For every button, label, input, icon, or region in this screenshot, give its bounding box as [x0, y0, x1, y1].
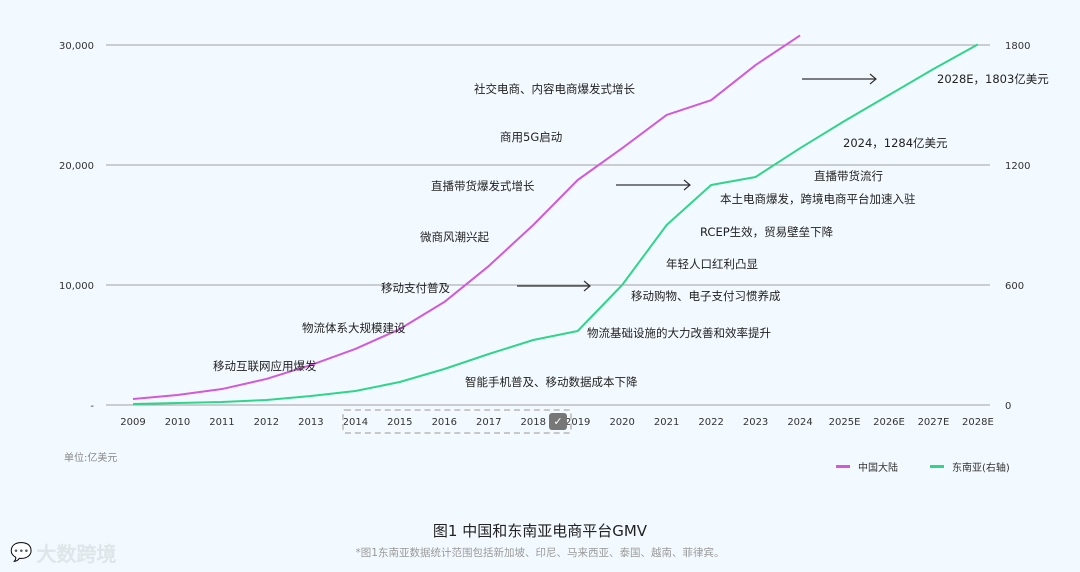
- annotation: 年轻人口红利凸显: [666, 257, 758, 271]
- legend-swatch-sea: [930, 465, 944, 468]
- legend-item-china: 中国大陆: [836, 459, 898, 474]
- legend-label-sea: 东南亚(右轴): [952, 463, 1010, 474]
- x-tick-label: 2028E: [962, 417, 994, 428]
- annotation: 物流基础设施的大力改善和效率提升: [587, 326, 771, 340]
- selection-box[interactable]: [342, 409, 572, 434]
- x-tick-label: 2024: [787, 417, 812, 428]
- annotation: 商用5G启动: [500, 130, 563, 144]
- arrow-head-icon: [583, 280, 591, 292]
- x-tick-label: 2019: [565, 417, 590, 428]
- x-tick-label: 2014: [343, 417, 368, 428]
- annotation: 2024，1284亿美元: [843, 136, 948, 150]
- right-tick-label: 600: [1005, 281, 1024, 292]
- checkbox-icon[interactable]: ✓: [549, 413, 567, 430]
- x-tick-label: 2023: [743, 417, 768, 428]
- left-tick-label: 20,000: [59, 161, 94, 172]
- annotation: 本土电商爆发，跨境电商平台加速入驻: [720, 192, 916, 206]
- x-tick-label: 2021: [654, 417, 679, 428]
- annotation: 物流体系大规模建设: [302, 321, 406, 335]
- legend-item-sea: 东南亚(右轴): [930, 459, 1010, 474]
- x-tick-label: 2011: [209, 417, 234, 428]
- annotation: 2028E，1803亿美元: [937, 72, 1049, 86]
- watermark-logo: 💬 大数跨境: [10, 538, 116, 567]
- series-line-sea: [132, 43, 979, 405]
- annotation: 微商风潮兴起: [420, 230, 489, 244]
- x-tick-label: 2026E: [873, 417, 905, 428]
- logo-icon: 💬: [10, 542, 33, 563]
- left-tick-label: -: [90, 401, 94, 412]
- x-tick-label: 2017: [476, 417, 501, 428]
- legend-swatch-china: [836, 465, 850, 468]
- left-tick-label: 10,000: [59, 281, 94, 292]
- x-tick-label: 2020: [609, 417, 634, 428]
- chart-note: *图1东南亚数据统计范围包括新加坡、印尼、马来西亚、泰国、越南、菲律宾。: [355, 547, 725, 559]
- arrow-head-icon: [683, 179, 691, 191]
- annotation: 移动支付普及: [381, 281, 450, 295]
- x-tick-label: 2009: [120, 417, 145, 428]
- x-tick-label: 2015: [387, 417, 412, 428]
- series-line-china: [132, 34, 801, 400]
- left-tick-label: 30,000: [59, 41, 94, 52]
- right-tick-label: 0: [1005, 401, 1011, 412]
- chart-title: 图1 中国和东南亚电商平台GMV: [432, 522, 648, 540]
- legend-label-china: 中国大陆: [858, 463, 898, 474]
- x-tick-label: 2022: [698, 417, 723, 428]
- annotation: 直播带货爆发式增长: [431, 179, 535, 193]
- unit-label: 单位:亿美元: [64, 453, 118, 464]
- arrow-head-icon: [869, 73, 877, 85]
- right-tick-label: 1200: [1005, 161, 1030, 172]
- x-tick-label: 2013: [298, 417, 323, 428]
- x-tick-label: 2025E: [829, 417, 861, 428]
- annotation: 智能手机普及、移动数据成本下降: [465, 375, 638, 389]
- annotation: RCEP生效，贸易壁垒下降: [700, 225, 834, 239]
- annotation: 移动购物、电子支付习惯养成: [631, 289, 781, 303]
- x-tick-label: 2012: [254, 417, 279, 428]
- x-tick-label: 2027E: [918, 417, 950, 428]
- annotation: 移动互联网应用爆发: [213, 359, 317, 373]
- x-tick-label: 2010: [165, 417, 190, 428]
- annotation: 社交电商、内容电商爆发式增长: [474, 82, 635, 96]
- watermark-text: 大数跨境: [36, 542, 117, 566]
- x-tick-label: 2016: [432, 417, 457, 428]
- x-tick-label: 2018: [521, 417, 546, 428]
- right-tick-label: 1800: [1005, 41, 1030, 52]
- annotation: 直播带货流行: [814, 169, 883, 183]
